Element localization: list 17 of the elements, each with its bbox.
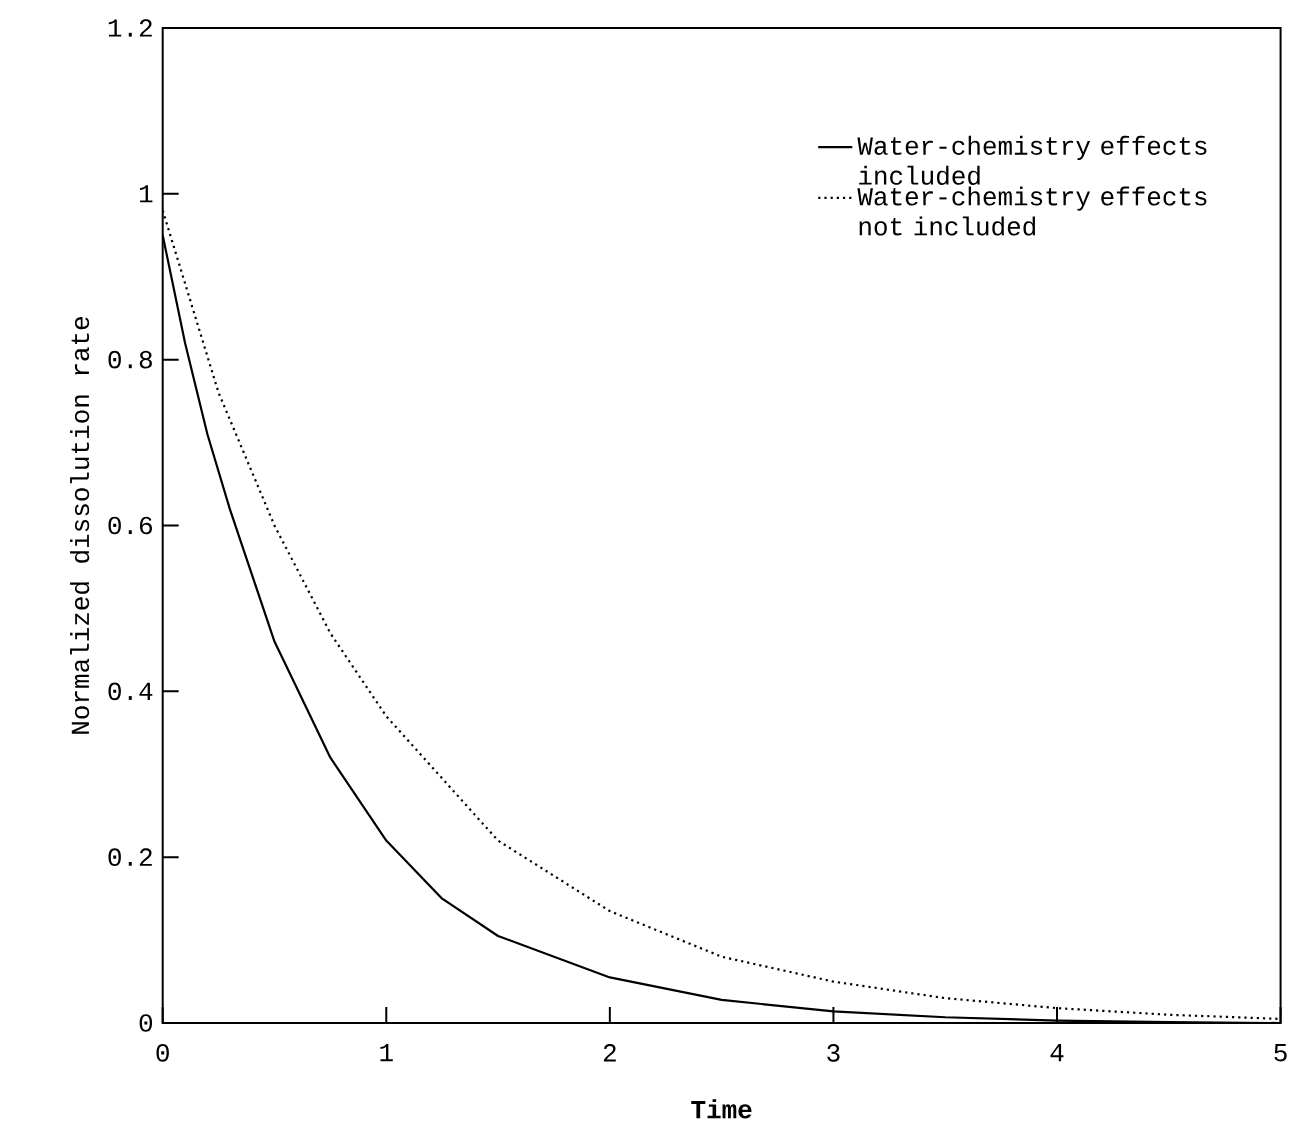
legend-label: Water-chemistry effects included <box>857 135 1207 186</box>
y-tick-label: 0.2 <box>108 848 152 867</box>
y-tick-label: 0.6 <box>108 516 152 535</box>
x-tick-label: 1 <box>380 1044 393 1062</box>
y-tick-label: 0.4 <box>108 682 153 701</box>
y-tick-label: 1 <box>139 185 153 203</box>
x-tick-label: 4 <box>1050 1044 1064 1062</box>
y-axis-title: Normalized dissolution rate <box>70 317 90 734</box>
legend-label: Water-chemistry effects not included <box>857 186 1207 236</box>
y-tick-label: 1.2 <box>108 19 152 37</box>
x-tick-label: 0 <box>156 1044 169 1062</box>
x-tick-label: 3 <box>827 1044 840 1062</box>
y-tick-label: 0.8 <box>108 350 152 369</box>
x-tick-label: 2 <box>603 1044 616 1062</box>
y-tick-label: 0 <box>139 1014 153 1032</box>
x-tick-label: 5 <box>1274 1044 1287 1062</box>
x-axis-title: Time <box>691 1099 752 1119</box>
